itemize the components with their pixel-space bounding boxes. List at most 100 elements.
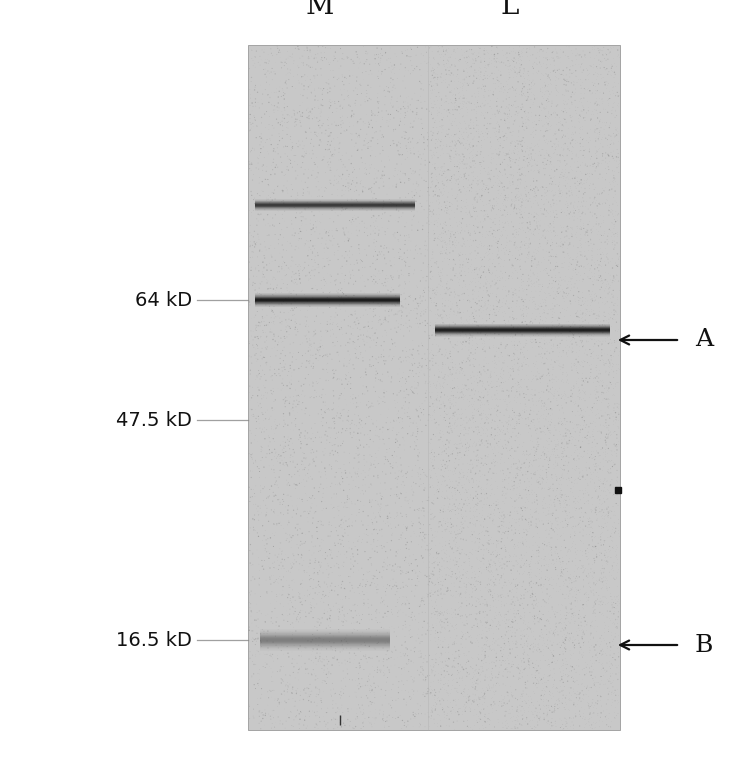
Point	[310, 280, 321, 292]
Point	[585, 293, 596, 306]
Point	[277, 277, 289, 290]
Point	[453, 644, 464, 657]
Point	[547, 679, 558, 692]
Point	[442, 294, 454, 306]
Point	[385, 522, 397, 534]
Point	[513, 49, 525, 61]
Point	[592, 271, 604, 283]
Point	[585, 506, 596, 518]
Point	[374, 539, 386, 551]
Point	[486, 432, 498, 444]
Point	[432, 559, 444, 571]
Point	[545, 388, 556, 400]
Point	[498, 429, 510, 441]
Point	[557, 94, 569, 106]
Point	[262, 686, 274, 698]
Point	[389, 467, 401, 479]
Point	[564, 573, 576, 585]
Point	[480, 621, 491, 633]
Point	[356, 371, 368, 383]
Point	[599, 297, 611, 309]
Point	[491, 562, 502, 575]
Point	[610, 549, 622, 561]
Point	[473, 426, 485, 439]
Point	[299, 125, 311, 138]
Point	[535, 356, 547, 369]
Point	[462, 121, 474, 133]
Point	[283, 711, 294, 724]
Point	[306, 669, 318, 681]
Point	[604, 119, 615, 131]
Point	[378, 344, 390, 356]
Point	[510, 181, 522, 193]
Point	[579, 268, 591, 280]
Point	[436, 490, 447, 502]
Point	[318, 196, 330, 208]
Point	[329, 275, 341, 287]
Point	[470, 234, 482, 246]
Point	[259, 648, 271, 660]
Point	[466, 239, 477, 252]
Point	[272, 105, 284, 117]
Point	[567, 128, 579, 140]
Point	[540, 343, 552, 355]
Point	[294, 523, 306, 535]
Point	[373, 210, 385, 222]
Point	[306, 264, 318, 277]
Point	[410, 240, 421, 252]
Point	[435, 559, 447, 572]
Point	[307, 245, 318, 258]
Point	[575, 331, 586, 343]
Point	[409, 302, 420, 315]
Point	[510, 95, 522, 107]
Point	[406, 631, 418, 643]
Point	[372, 546, 383, 559]
Point	[492, 135, 504, 147]
Point	[458, 369, 470, 382]
Point	[520, 413, 531, 425]
Point	[444, 213, 456, 225]
Point	[606, 505, 618, 518]
Point	[388, 243, 399, 255]
Point	[610, 572, 621, 584]
Point	[590, 214, 602, 226]
Point	[470, 659, 482, 671]
Point	[258, 391, 269, 404]
Point	[491, 55, 502, 68]
Point	[485, 57, 496, 69]
Point	[498, 184, 510, 196]
Point	[573, 185, 585, 198]
Point	[476, 413, 488, 425]
Point	[433, 207, 445, 220]
Point	[613, 422, 625, 434]
Point	[550, 562, 561, 574]
Point	[526, 142, 537, 154]
Point	[456, 516, 467, 528]
Point	[446, 474, 458, 486]
Point	[498, 655, 510, 667]
Point	[587, 158, 599, 170]
Point	[561, 416, 572, 428]
Point	[445, 287, 457, 299]
Point	[459, 403, 471, 415]
Point	[280, 556, 291, 568]
Point	[596, 339, 607, 351]
Point	[553, 87, 564, 99]
Point	[440, 420, 452, 432]
Point	[245, 210, 257, 222]
Point	[564, 435, 576, 447]
Point	[498, 245, 510, 258]
Point	[580, 487, 591, 499]
Point	[607, 198, 618, 211]
Point	[453, 392, 465, 404]
Point	[488, 454, 499, 466]
Point	[544, 375, 556, 387]
Point	[331, 373, 343, 385]
Point	[333, 426, 345, 439]
Point	[528, 91, 539, 103]
Point	[345, 419, 356, 431]
Point	[568, 565, 580, 577]
Point	[558, 387, 569, 399]
Point	[531, 163, 542, 176]
Point	[337, 476, 348, 488]
